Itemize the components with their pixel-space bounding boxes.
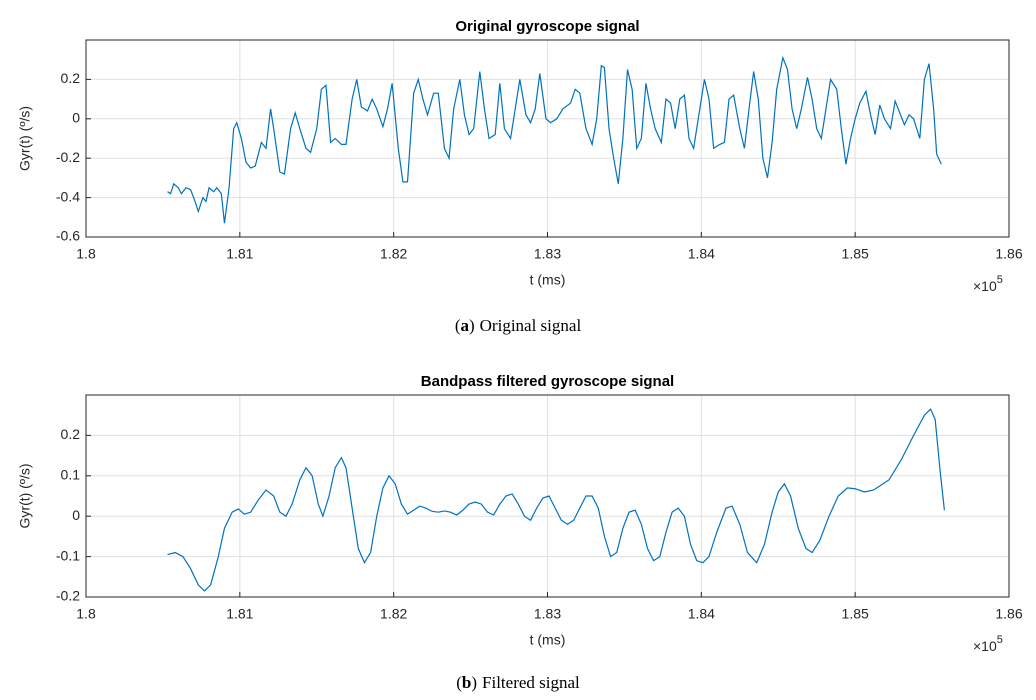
- y-tick-label: -0.2: [56, 149, 80, 165]
- chart-panel: 1.8 1.81 1.82 1.83 1.84 1.85 1.86 -0.6 -0.4 -0.2 0…: [17, 18, 1023, 335]
- x-tick-label: 1.81: [226, 606, 253, 622]
- x-multiplier-exponent: 5: [997, 634, 1003, 646]
- y-tick-label: -0.2: [56, 588, 80, 604]
- signal-line: [167, 408, 945, 592]
- caption-label: a: [460, 316, 469, 335]
- chart-panel: 1.8 1.81 1.82 1.83 1.84 1.85 1.86 -0.2 -0.1 0 0.1 0…: [17, 373, 1023, 692]
- x-axis-label: t (ms): [530, 272, 566, 288]
- y-tick-label: 0.2: [61, 426, 81, 442]
- y-tick-label: 0.2: [61, 70, 81, 86]
- x-tick-label: 1.84: [688, 246, 715, 262]
- x-tick-label: 1.83: [534, 246, 561, 262]
- x-tick-label: 1.85: [842, 246, 869, 262]
- x-axis-label: t (ms): [530, 632, 566, 648]
- x-multiplier-exponent: 5: [997, 274, 1003, 286]
- caption-text: Original signal: [480, 316, 582, 335]
- caption-label: b: [462, 673, 471, 692]
- x-multiplier: ×105: [973, 634, 1003, 654]
- y-tick-label: -0.6: [56, 228, 80, 244]
- y-axis-label: Gyr(t) (º/s): [17, 464, 33, 529]
- x-multiplier-base: ×10: [973, 278, 997, 294]
- caption: (a) Original signal: [455, 316, 582, 335]
- axes-frame: [85, 39, 1010, 238]
- caption-close: ): [471, 673, 477, 692]
- x-tick-label: 1.86: [995, 246, 1022, 262]
- x-tick-label: 1.86: [995, 606, 1022, 622]
- chart-title: Original gyroscope signal: [455, 18, 639, 35]
- y-tick-label: -0.1: [56, 547, 80, 563]
- y-tick-label: 0: [72, 110, 80, 126]
- y-tick-label: -0.4: [56, 188, 80, 204]
- caption-close: ): [469, 316, 475, 335]
- x-tick-label: 1.84: [688, 606, 715, 622]
- x-tick-label: 1.82: [380, 606, 407, 622]
- caption: (b) Filtered signal: [456, 673, 580, 692]
- x-multiplier: ×105: [973, 274, 1003, 294]
- x-tick-label: 1.8: [76, 606, 96, 622]
- caption-text: Filtered signal: [482, 673, 580, 692]
- caption-open: (: [455, 316, 461, 335]
- axes-frame: [85, 394, 1010, 598]
- y-tick-label: 0: [72, 507, 80, 523]
- y-tick-label: 0.1: [61, 467, 81, 483]
- x-tick-label: 1.83: [534, 606, 561, 622]
- x-tick-label: 1.81: [226, 246, 253, 262]
- x-tick-label: 1.8: [76, 246, 96, 262]
- caption-open: (: [456, 673, 462, 692]
- y-axis-label: Gyr(t) (º/s): [17, 106, 33, 171]
- x-multiplier-base: ×10: [973, 638, 997, 654]
- signal-line: [167, 55, 942, 224]
- x-tick-label: 1.85: [842, 606, 869, 622]
- x-tick-label: 1.82: [380, 246, 407, 262]
- chart-title: Bandpass filtered gyroscope signal: [421, 373, 674, 390]
